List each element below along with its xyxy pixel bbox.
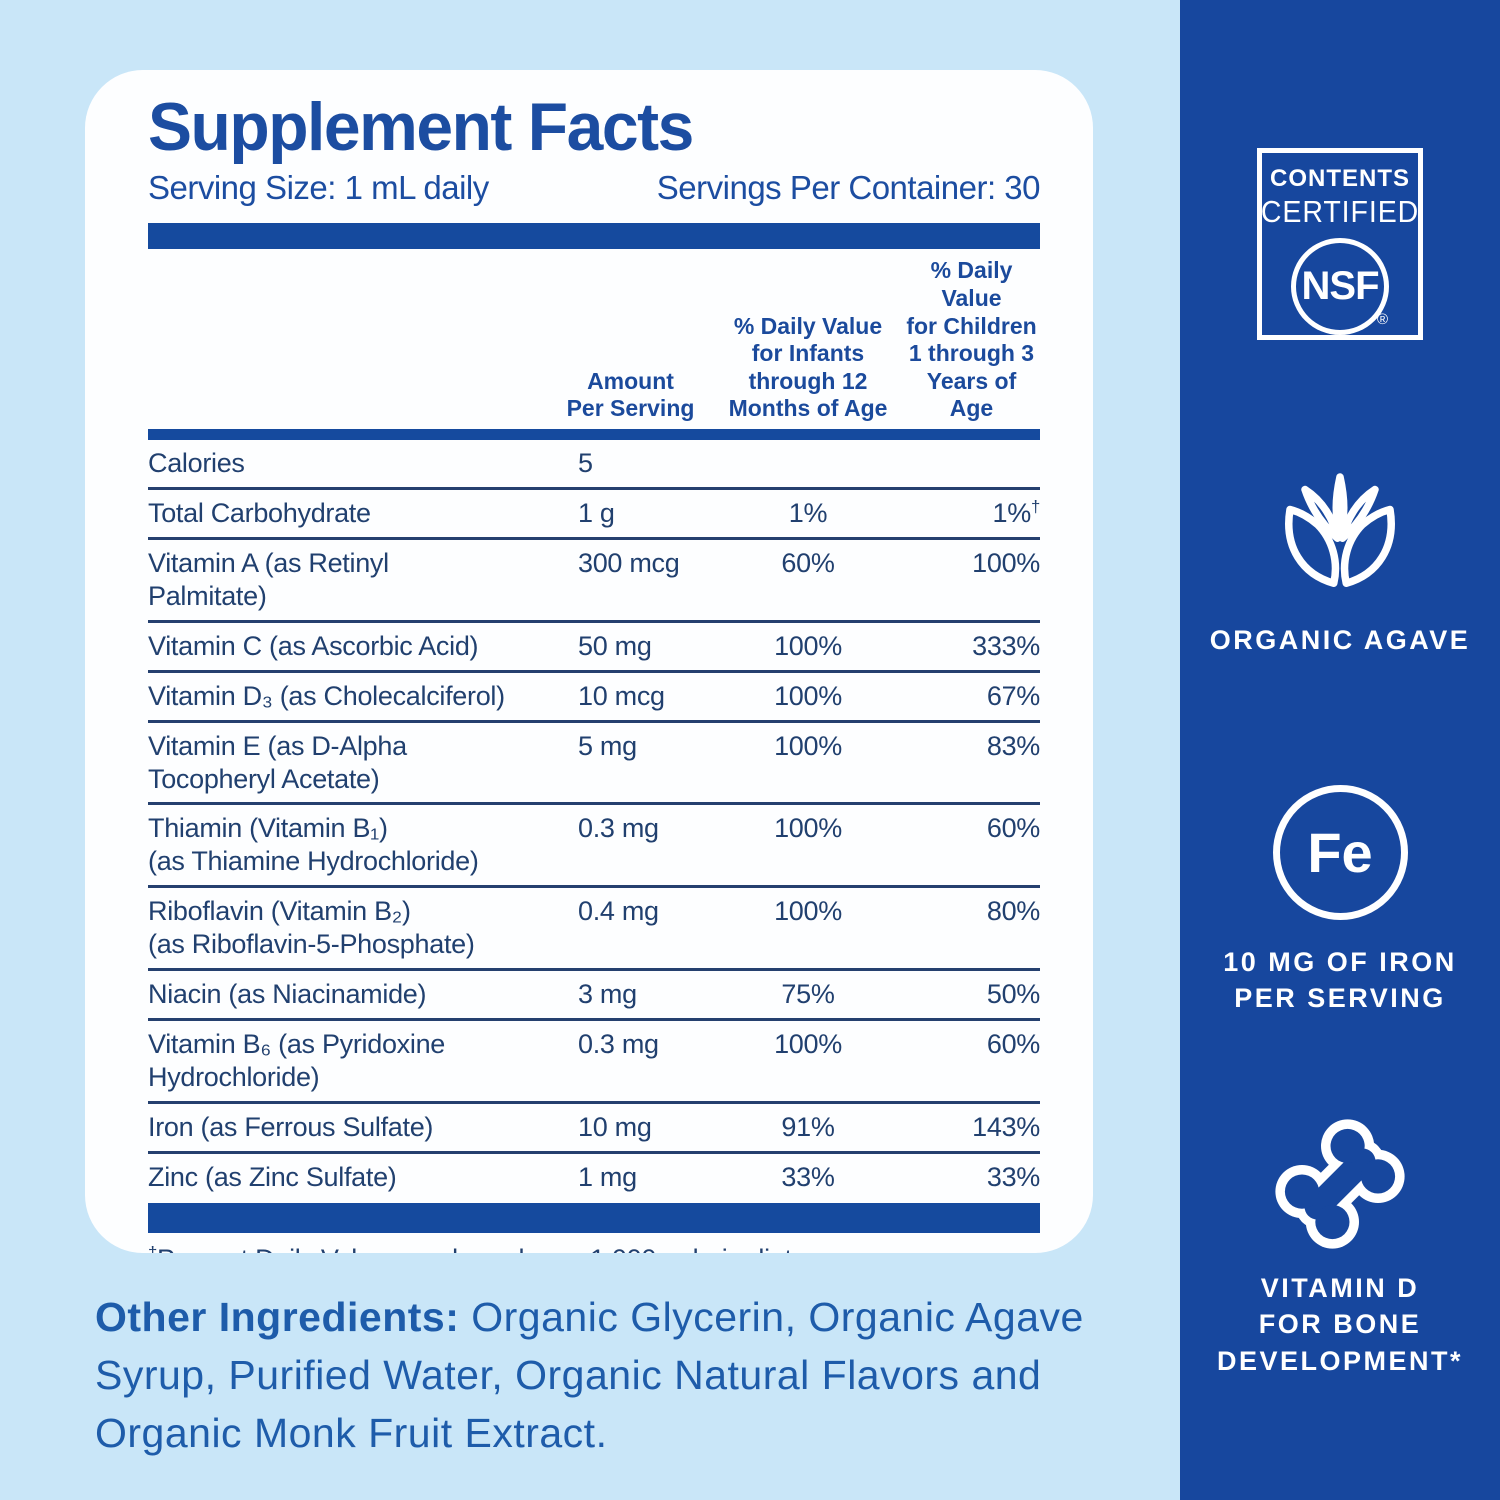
amount-value: 5 mg (578, 730, 637, 761)
dv-children-value: 67% (986, 680, 1040, 711)
col-header-dv-infants: % Daily Value for Infants through 12 Mon… (728, 312, 888, 422)
dv-infants-value: 1% (788, 497, 828, 528)
amount-value: 1 mg (578, 1161, 637, 1192)
registered-mark: ® (1376, 311, 1388, 328)
nutrient-name: Niacin (as Niacinamide) (148, 979, 427, 1010)
nutrient-name: Thiamin (Vitamin B₁) (as Thiamine Hydroc… (148, 813, 479, 877)
amount-value: 10 mg (578, 1112, 652, 1143)
nutrient-name: Calories (148, 447, 245, 478)
dv-infants-value: 100% (774, 813, 842, 844)
table-row: Calories 5 (148, 440, 1040, 487)
table-row: Iron (as Ferrous Sulfate) 10 mg 91% 143% (148, 1101, 1040, 1151)
daily-value-footnote: †Percent Daily Values are based on a 1,0… (148, 1242, 799, 1253)
nutrient-name: Vitamin B₆ (as Pyridoxine Hydrochloride) (148, 1029, 446, 1093)
dv-children-value: 80% (986, 896, 1040, 927)
amount-value: 5 (578, 447, 593, 478)
dv-infants-value: 75% (781, 979, 835, 1010)
dv-children-value: 100% (972, 547, 1040, 578)
agave-plant-icon (1285, 473, 1395, 587)
iron-feature: Fe 10 MG OF IRON PER SERVING (1180, 785, 1500, 1017)
table-row: Riboflavin (Vitamin B₂) (as Riboflavin-5… (148, 885, 1040, 968)
divider-bar-header (148, 428, 1040, 440)
nutrient-name: Vitamin C (as Ascorbic Acid) (148, 630, 479, 661)
dv-children-value: 33% (986, 1161, 1040, 1192)
divider-bar-bottom (148, 1202, 1040, 1233)
nsf-certified-badge: CONTENTS CERTIFIED NSF ® (1257, 148, 1423, 340)
dv-infants-value: 100% (774, 630, 842, 661)
table-header-row: Amount Per Serving % Daily Value for Inf… (148, 257, 1040, 423)
amount-value: 50 mg (578, 630, 652, 661)
iron-fe-circle-icon: Fe (1272, 785, 1408, 920)
vitamin-d-bone-label: VITAMIN D FOR BONE DEVELOPMENT* (1216, 1273, 1464, 1376)
panel-title: Supplement Facts (148, 89, 694, 165)
dv-children-value (903, 440, 1040, 487)
table-row: Vitamin E (as D-Alpha Tocopheryl Acetate… (148, 719, 1040, 803)
serving-size: Serving Size: 1 mL daily (148, 169, 489, 207)
right-feature-band: CONTENTS CERTIFIED NSF ® ORGANIC AGAVE (1180, 0, 1500, 1500)
nutrient-name: Vitamin A (as Retinyl Palmitate) (148, 547, 389, 611)
organic-agave-feature: ORGANIC AGAVE (1180, 462, 1500, 658)
nsf-contents-label: CONTENTS (1270, 165, 1410, 192)
nutrient-name: Total Carbohydrate (148, 497, 371, 528)
nutrients-table: Calories 5 Total Carbohydrate 1 g 1% 1%†… (148, 440, 1040, 1201)
bone-icon (1275, 1119, 1405, 1249)
nutrient-name: Riboflavin (Vitamin B₂) (as Riboflavin-5… (148, 896, 475, 960)
iron-per-serving-label: 10 MG OF IRON PER SERVING (1223, 947, 1457, 1014)
other-ingredients: Other Ingredients: Organic Glycerin, Org… (95, 1288, 1165, 1463)
dv-children-value: 60% (986, 1029, 1040, 1060)
dv-children-value: 60% (986, 813, 1040, 844)
table-row: Zinc (as Zinc Sulfate) 1 mg 33% 33% (148, 1150, 1040, 1201)
nutrient-name: Zinc (as Zinc Sulfate) (148, 1161, 397, 1192)
table-row: Total Carbohydrate 1 g 1% 1%† (148, 486, 1041, 537)
vitamin-d-feature: VITAMIN D FOR BONE DEVELOPMENT* (1180, 1108, 1500, 1379)
nsf-logo-circle: NSF ® (1291, 238, 1389, 335)
servings-per-container: Servings Per Container: 30 (656, 169, 1041, 207)
col-header-dv-children: % Daily Value for Children 1 through 3 Y… (906, 257, 1037, 422)
nutrient-name: Iron (as Ferrous Sulfate) (148, 1112, 434, 1143)
dv-infants-value (713, 440, 903, 487)
nutrient-name: Vitamin D₃ (as Cholecalciferol) (148, 680, 505, 711)
dv-infants-value: 100% (774, 896, 842, 927)
dv-infants-value: 100% (774, 730, 842, 761)
dv-infants-value: 91% (781, 1112, 835, 1143)
dv-infants-value: 100% (774, 680, 842, 711)
amount-value: 0.3 mg (578, 813, 659, 844)
table-row: Vitamin C (as Ascorbic Acid) 50 mg 100% … (148, 619, 1040, 670)
amount-value: 0.4 mg (578, 896, 659, 927)
organic-agave-label: ORGANIC AGAVE (1209, 625, 1471, 655)
fe-symbol: Fe (1307, 821, 1373, 884)
table-row: Vitamin B₆ (as Pyridoxine Hydrochloride)… (148, 1018, 1040, 1101)
amount-value: 3 mg (578, 979, 637, 1010)
amount-value: 300 mcg (578, 547, 680, 578)
divider-bar-top (148, 223, 1040, 250)
col-header-amount: Amount Per Serving (566, 367, 695, 422)
other-ingredients-text: Organic Glycerin, Organic Agave Syrup, P… (95, 1294, 1084, 1457)
dv-children-value: 50% (986, 979, 1040, 1010)
dv-infants-value: 33% (781, 1161, 835, 1192)
nsf-logo-text: NSF (1301, 264, 1380, 308)
dv-children-value: 1%† (992, 496, 1041, 528)
dv-infants-value: 60% (781, 547, 835, 578)
serving-info-row: Serving Size: 1 mL daily Servings Per Co… (148, 169, 1041, 207)
dv-infants-value: 100% (774, 1029, 842, 1060)
nutrient-name: Vitamin E (as D-Alpha Tocopheryl Acetate… (148, 730, 407, 794)
amount-value: 0.3 mg (578, 1029, 659, 1060)
dv-children-value: 143% (972, 1112, 1040, 1143)
table-row: Vitamin D₃ (as Cholecalciferol) 10 mcg 1… (148, 669, 1040, 720)
dv-children-value: 83% (986, 730, 1040, 761)
supplement-facts-card: Supplement Facts Serving Size: 1 mL dail… (85, 70, 1093, 1253)
dv-children-value: 333% (972, 630, 1040, 661)
nsf-certified-label: CERTIFIED (1260, 194, 1420, 229)
amount-value: 10 mcg (578, 680, 665, 711)
table-row: Thiamin (Vitamin B₁) (as Thiamine Hydroc… (148, 802, 1040, 885)
amount-value: 1 g (578, 497, 615, 528)
other-ingredients-label: Other Ingredients: (95, 1294, 460, 1340)
table-row: Niacin (as Niacinamide) 3 mg 75% 50% (148, 968, 1040, 1018)
table-row: Vitamin A (as Retinyl Palmitate) 300 mcg… (148, 536, 1040, 620)
